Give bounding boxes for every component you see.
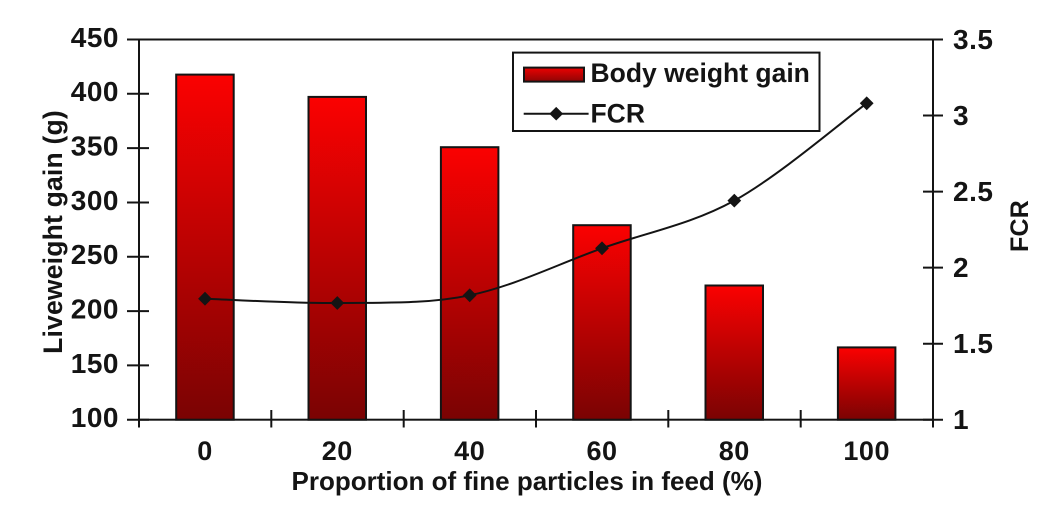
svg-text:40: 40 [454,436,485,466]
svg-text:Proportion of fine particles i: Proportion of fine particles in feed (%) [292,466,763,496]
svg-text:Liveweight gain (g): Liveweight gain (g) [38,110,68,354]
svg-text:100: 100 [71,402,119,433]
svg-text:3.5: 3.5 [953,24,993,55]
svg-text:1.5: 1.5 [953,328,993,359]
svg-text:2: 2 [953,252,969,283]
svg-text:80: 80 [719,436,750,466]
svg-text:FCR: FCR [1006,200,1034,252]
svg-text:300: 300 [71,185,119,216]
svg-text:250: 250 [71,239,119,270]
svg-text:3: 3 [953,100,969,131]
svg-text:2.5: 2.5 [953,176,993,207]
svg-text:0: 0 [197,436,213,466]
svg-text:200: 200 [71,294,119,325]
svg-text:20: 20 [322,436,353,466]
svg-text:1: 1 [953,404,969,435]
svg-text:60: 60 [586,436,617,466]
svg-text:FCR: FCR [591,99,645,129]
svg-text:Body weight gain: Body weight gain [591,58,810,88]
svg-text:100: 100 [843,436,890,466]
svg-text:150: 150 [71,348,119,379]
svg-text:350: 350 [71,131,119,162]
svg-text:400: 400 [71,76,119,107]
svg-text:450: 450 [71,22,119,53]
